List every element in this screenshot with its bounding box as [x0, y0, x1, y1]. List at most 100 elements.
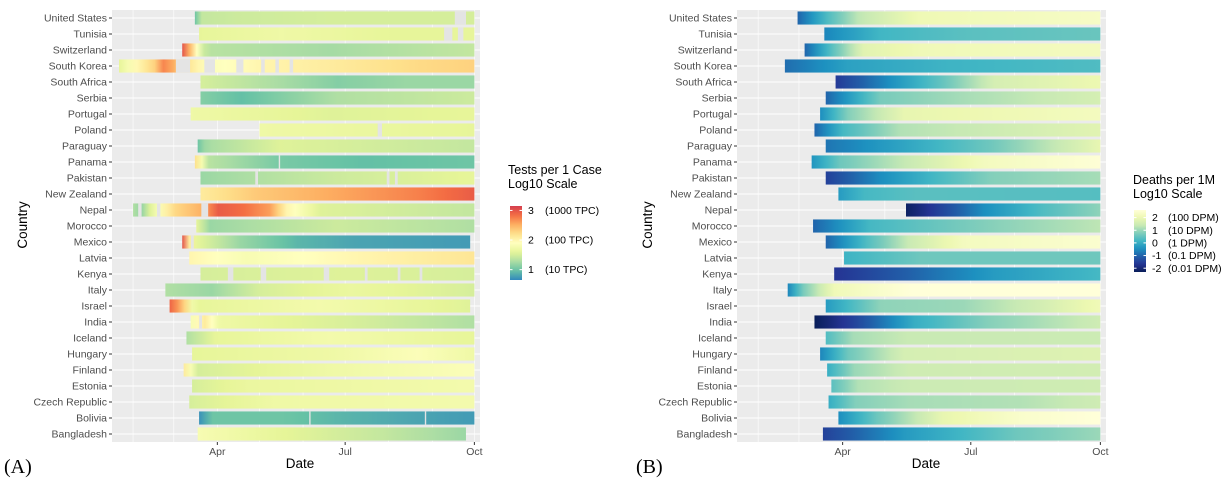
y-tick-label-new-zealand: New Zealand — [670, 189, 732, 201]
y-tick-label-italy: Italy — [88, 285, 108, 297]
y-tick-label-morocco: Morocco — [692, 221, 732, 233]
y-tick-label-panama: Panama — [68, 157, 107, 169]
y-tick-label-mexico: Mexico — [74, 237, 107, 249]
row-gap-nepal — [201, 203, 209, 217]
row-iceland — [186, 331, 475, 345]
panel-a-country-rows — [119, 11, 475, 441]
y-tick-label-morocco: Morocco — [67, 221, 107, 233]
y-tick-label-south-africa: South Africa — [50, 77, 107, 89]
row-new-zealand — [200, 187, 475, 201]
row-gap-pakistan — [386, 171, 390, 185]
legend-break-value: 1 — [1152, 225, 1158, 237]
row-gap-kenya — [397, 267, 401, 281]
y-tick-label-pakistan: Pakistan — [67, 173, 107, 185]
row-new-zealand — [838, 187, 1101, 201]
panel-b-heatmap: United States Tunisia Switzerland South Kor… — [636, 10, 1222, 478]
row-gap-united-states — [454, 11, 466, 25]
legend-break-value: -1 — [1152, 250, 1161, 262]
row-czech-republic — [828, 395, 1101, 409]
row-gap-pakistan — [255, 171, 259, 185]
row-gap-poland — [377, 123, 382, 137]
y-tick-label-italy: Italy — [713, 285, 733, 297]
row-panama — [194, 155, 475, 169]
row-portugal — [820, 107, 1101, 121]
row-gap-south-korea — [175, 59, 191, 73]
x-tick-label-oct: Oct — [1092, 446, 1108, 458]
row-gap-south-korea — [261, 59, 265, 73]
y-tick-label-nepal: Nepal — [705, 205, 732, 217]
y-tick-label-mexico: Mexico — [699, 237, 732, 249]
row-gap-south-korea — [289, 59, 294, 73]
y-tick-label-south-korea: South Korea — [674, 61, 733, 73]
row-bangladesh — [822, 427, 1101, 441]
y-tick-label-nepal: Nepal — [80, 205, 107, 217]
panel-a-x-axis: Apr Jul Oct — [209, 442, 483, 458]
row-bolivia — [199, 411, 475, 425]
panel-a-x-axis-title: Date — [286, 456, 315, 471]
row-switzerland — [804, 43, 1101, 57]
x-tick-label-oct: Oct — [466, 446, 482, 458]
legend-break-description: (1 DPM) — [1168, 237, 1207, 249]
y-tick-label-united-states: United States — [669, 13, 732, 25]
row-hungary — [192, 347, 475, 361]
y-tick-label-paraguay: Paraguay — [62, 141, 108, 153]
legend-colorbar — [1134, 210, 1146, 272]
row-gap-kenya — [260, 267, 267, 281]
row-switzerland — [182, 43, 475, 57]
row-italy — [787, 283, 1101, 297]
y-tick-label-iceland: Iceland — [73, 333, 107, 345]
row-israel — [825, 299, 1101, 313]
y-tick-label-estonia: Estonia — [72, 381, 107, 393]
row-paraguay — [825, 139, 1101, 153]
y-tick-label-pakistan: Pakistan — [692, 173, 732, 185]
row-gap-kenya — [227, 267, 234, 281]
row-gap-kenya — [323, 267, 330, 281]
legend-break-value: 0 — [1152, 237, 1158, 249]
row-israel — [169, 299, 471, 313]
row-gap-kenya — [419, 267, 423, 281]
legend-break-value: -2 — [1152, 263, 1161, 275]
row-india — [190, 315, 475, 329]
legend-break-description: (10 TPC) — [545, 264, 587, 276]
row-gap-pakistan — [394, 171, 398, 185]
y-tick-label-serbia: Serbia — [77, 93, 108, 105]
row-portugal — [190, 107, 475, 121]
row-tunisia — [199, 27, 475, 41]
y-tick-label-latvia: Latvia — [79, 253, 107, 265]
y-tick-label-south-korea: South Korea — [49, 61, 108, 73]
y-tick-label-iceland: Iceland — [698, 333, 732, 345]
row-kenya — [200, 267, 475, 281]
row-czech-republic — [189, 395, 475, 409]
row-latvia — [844, 251, 1101, 265]
row-gap-mexico — [190, 235, 194, 249]
y-tick-label-poland: Poland — [699, 125, 732, 137]
row-pakistan — [825, 171, 1101, 185]
row-kenya — [834, 267, 1101, 281]
legend-break-description: (10 DPM) — [1168, 225, 1213, 237]
legend-title-line-2: Log10 Scale — [1133, 187, 1203, 201]
y-tick-label-tunisia: Tunisia — [74, 29, 108, 41]
legend-break-description: (1000 TPC) — [545, 205, 599, 217]
y-tick-label-serbia: Serbia — [702, 93, 733, 105]
row-south-africa — [200, 75, 475, 89]
row-panama — [811, 155, 1101, 169]
y-tick-label-switzerland: Switzerland — [678, 45, 732, 57]
panel-a-heatmap: United States Tunisia Switzerland South Kor… — [4, 10, 602, 478]
y-tick-label-paraguay: Paraguay — [687, 141, 733, 153]
row-poland — [259, 123, 475, 137]
row-poland — [814, 123, 1101, 137]
y-tick-label-finland: Finland — [73, 365, 108, 377]
row-gap-south-korea — [236, 59, 244, 73]
panel-b-x-axis: Apr Jul Oct — [834, 442, 1109, 458]
row-south-korea — [119, 59, 475, 73]
legend-break-value: 2 — [528, 235, 534, 247]
row-united-states — [194, 11, 475, 25]
row-serbia — [825, 91, 1101, 105]
row-gap-nepal — [138, 203, 142, 217]
row-gap-kenya — [364, 267, 368, 281]
y-tick-label-bangladesh: Bangladesh — [52, 429, 108, 441]
x-tick-label-apr: Apr — [209, 446, 226, 458]
legend-break-value: 2 — [1152, 212, 1158, 224]
legend-title-line-1: Tests per 1 Case — [508, 163, 602, 177]
